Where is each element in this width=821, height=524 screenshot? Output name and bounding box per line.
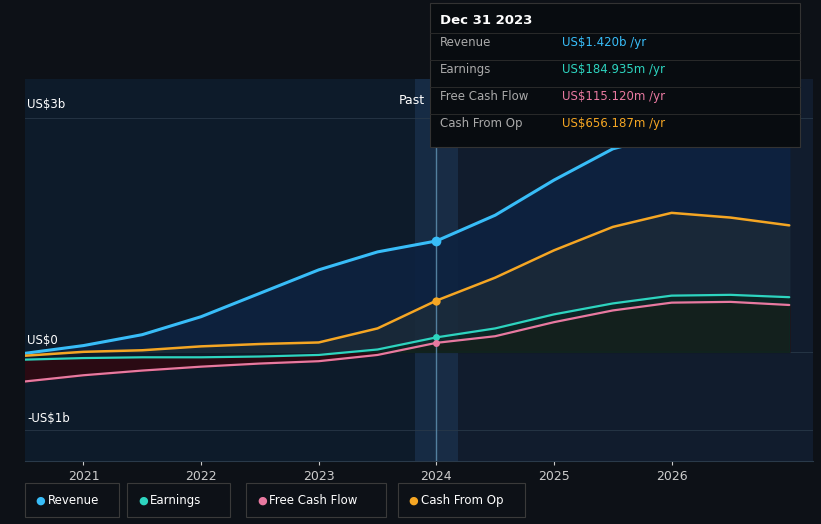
Text: US$1.420b /yr: US$1.420b /yr [562,36,646,49]
Bar [436,79,813,461]
Text: Cash From Op: Cash From Op [440,117,522,130]
Text: ●: ● [138,495,148,506]
Text: ●: ● [409,495,419,506]
Text: Analysts Forecasts: Analysts Forecasts [448,94,565,107]
Text: -US$1b: -US$1b [27,412,70,425]
Text: US$3b: US$3b [27,99,65,112]
Text: US$184.935m /yr: US$184.935m /yr [562,63,664,76]
Bar [415,79,457,461]
Text: Free Cash Flow: Free Cash Flow [440,90,529,103]
Text: Revenue: Revenue [48,494,99,507]
Text: Past: Past [398,94,424,107]
Text: ●: ● [35,495,45,506]
Text: ●: ● [257,495,267,506]
Text: Free Cash Flow: Free Cash Flow [269,494,358,507]
Text: US$115.120m /yr: US$115.120m /yr [562,90,665,103]
Text: US$656.187m /yr: US$656.187m /yr [562,117,665,130]
Bar [25,79,436,461]
Text: Cash From Op: Cash From Op [421,494,503,507]
Text: Revenue: Revenue [440,36,492,49]
Text: Earnings: Earnings [150,494,202,507]
Text: Earnings: Earnings [440,63,492,76]
Text: US$0: US$0 [27,334,57,347]
Text: Dec 31 2023: Dec 31 2023 [440,14,533,27]
